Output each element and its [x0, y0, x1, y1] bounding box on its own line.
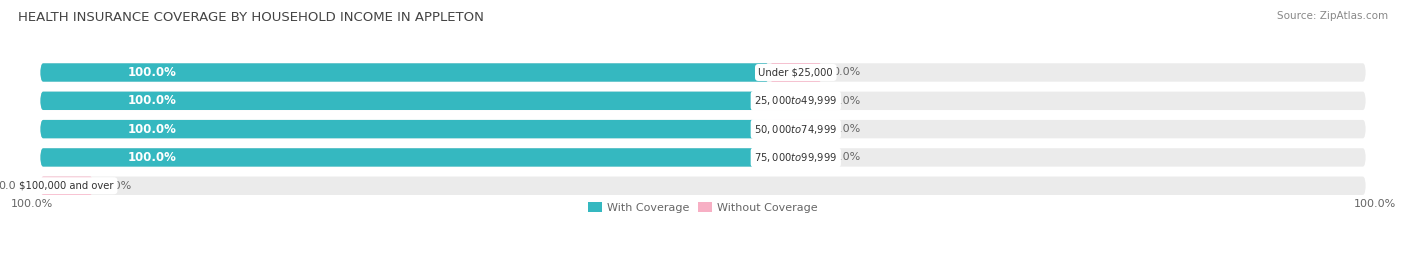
FancyBboxPatch shape: [41, 176, 93, 195]
Text: Under $25,000: Under $25,000: [758, 68, 834, 77]
Text: 100.0%: 100.0%: [10, 199, 52, 209]
FancyBboxPatch shape: [41, 92, 1365, 110]
Text: $50,000 to $74,999: $50,000 to $74,999: [754, 123, 838, 136]
Text: Source: ZipAtlas.com: Source: ZipAtlas.com: [1277, 11, 1388, 21]
FancyBboxPatch shape: [769, 148, 823, 167]
FancyBboxPatch shape: [769, 92, 823, 110]
Legend: With Coverage, Without Coverage: With Coverage, Without Coverage: [583, 198, 823, 217]
Text: 0.0%: 0.0%: [832, 96, 860, 106]
Text: 0.0%: 0.0%: [0, 181, 27, 191]
FancyBboxPatch shape: [41, 148, 769, 167]
FancyBboxPatch shape: [769, 63, 823, 82]
FancyBboxPatch shape: [41, 120, 1365, 138]
Text: HEALTH INSURANCE COVERAGE BY HOUSEHOLD INCOME IN APPLETON: HEALTH INSURANCE COVERAGE BY HOUSEHOLD I…: [18, 11, 484, 24]
Text: 0.0%: 0.0%: [832, 153, 860, 162]
Text: 0.0%: 0.0%: [832, 124, 860, 134]
Text: 100.0%: 100.0%: [128, 94, 177, 107]
Text: $100,000 and over: $100,000 and over: [20, 181, 114, 191]
Text: 100.0%: 100.0%: [128, 151, 177, 164]
Text: 0.0%: 0.0%: [103, 181, 131, 191]
Text: 100.0%: 100.0%: [128, 123, 177, 136]
Text: 100.0%: 100.0%: [128, 66, 177, 79]
FancyBboxPatch shape: [41, 148, 1365, 167]
Text: 100.0%: 100.0%: [1354, 199, 1396, 209]
FancyBboxPatch shape: [41, 63, 1365, 82]
FancyBboxPatch shape: [41, 92, 769, 110]
Text: $75,000 to $99,999: $75,000 to $99,999: [754, 151, 838, 164]
FancyBboxPatch shape: [41, 63, 769, 82]
FancyBboxPatch shape: [41, 176, 1365, 195]
FancyBboxPatch shape: [769, 120, 823, 138]
Text: 0.0%: 0.0%: [832, 68, 860, 77]
Text: $25,000 to $49,999: $25,000 to $49,999: [754, 94, 838, 107]
FancyBboxPatch shape: [41, 120, 769, 138]
